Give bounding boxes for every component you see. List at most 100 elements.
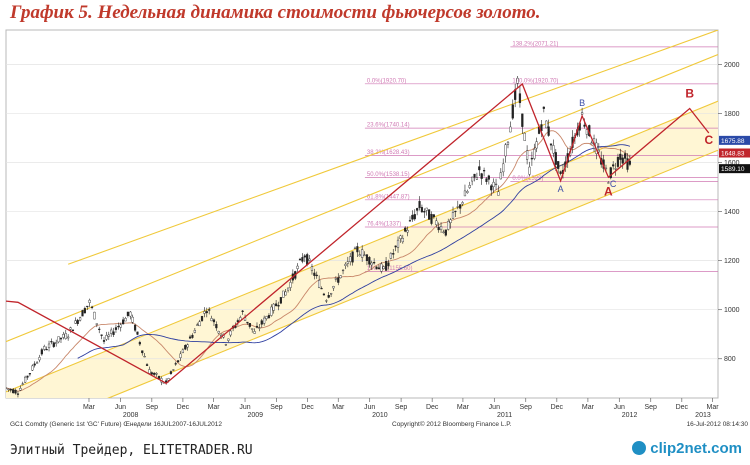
candle-body: [126, 311, 130, 317]
candle-body: [57, 336, 60, 343]
candle-body: [74, 320, 77, 324]
candle-body: [399, 235, 402, 239]
x-tick-label: Sep: [520, 404, 533, 411]
candle-body: [554, 152, 557, 165]
candle-body: [624, 153, 627, 159]
y-tick-label: 1200: [724, 258, 740, 265]
x-tick-label: Sep: [395, 404, 408, 411]
candle-body: [296, 265, 299, 269]
candle-body: [167, 378, 170, 381]
candle-body: [153, 372, 156, 375]
candle-body: [255, 325, 259, 328]
candle-body: [533, 148, 536, 159]
candle-body: [308, 258, 311, 261]
candle-body: [494, 183, 498, 186]
candle-body: [478, 166, 481, 171]
x-tick-label: Dec: [177, 404, 190, 411]
candle-body: [423, 211, 426, 213]
x-tick-label: Mar: [83, 404, 96, 411]
candle-body: [341, 269, 345, 272]
candle-body: [50, 341, 53, 343]
candle-body: [110, 329, 113, 334]
candle-body: [19, 388, 22, 391]
y-tick-label: 2000: [724, 62, 740, 69]
candle-body: [552, 145, 555, 154]
candle-body: [315, 274, 318, 277]
candle-body: [502, 163, 505, 173]
candle-body: [516, 77, 519, 84]
candle-body: [105, 335, 108, 340]
candle-body: [583, 124, 586, 127]
candle-body: [31, 365, 34, 371]
candle-body: [38, 357, 41, 361]
candle-body: [523, 132, 526, 141]
candle-body: [456, 206, 459, 208]
candle-body: [282, 290, 285, 298]
channel-line: [6, 54, 718, 343]
candle-body: [136, 331, 139, 335]
candle-body: [549, 143, 553, 146]
x-year-label: 2013: [695, 412, 711, 419]
candle-body: [471, 176, 474, 182]
candle-body: [547, 126, 550, 136]
x-tick-label: Jun: [239, 404, 250, 411]
y-tick-label: 1400: [724, 209, 740, 216]
candle-body: [487, 175, 490, 180]
candle-body: [26, 375, 29, 378]
channel-line: [107, 149, 718, 398]
candle-body: [518, 93, 522, 104]
candle-body: [545, 120, 548, 129]
x-year-label: 2011: [497, 412, 512, 419]
candle-body: [557, 161, 560, 169]
candle-body: [150, 372, 153, 375]
y-axis: 800 1000 1200 1400 1600 1800 2000: [718, 62, 740, 363]
candle-body: [358, 254, 361, 257]
candle-body: [318, 280, 321, 288]
candle-body: [439, 225, 443, 230]
x-tick-label: Mar: [707, 404, 720, 411]
candle-body: [208, 309, 211, 311]
candle-body: [133, 324, 137, 331]
candle-body: [387, 262, 390, 267]
fib-label: 138.2%(2071.21): [512, 41, 558, 47]
wave-zigzag-line: [6, 82, 710, 385]
candle-body: [196, 324, 199, 326]
fib-label: 0.0%(1920.70): [367, 78, 406, 84]
candle-body: [612, 164, 615, 167]
candle-body: [69, 327, 72, 330]
candle-body: [332, 286, 335, 289]
candle-body: [71, 329, 75, 332]
candle-body: [172, 369, 175, 371]
candle-body: [499, 172, 502, 180]
y-tick-label: 1800: [724, 111, 740, 118]
candle-body: [382, 266, 385, 270]
candle-body: [370, 262, 373, 266]
candle-body: [320, 287, 323, 290]
candle-body: [413, 214, 416, 220]
x-tick-label: Mar: [208, 404, 221, 411]
candle-body: [346, 261, 349, 264]
candle-body: [263, 317, 266, 324]
candle-body: [344, 263, 347, 266]
candle-body: [404, 227, 407, 232]
candle-body: [217, 331, 220, 334]
price-tag-label: 1589.10: [721, 166, 745, 173]
candle-body: [361, 249, 364, 258]
candle-body: [461, 202, 464, 205]
candle-body: [351, 251, 354, 263]
candle-body: [377, 267, 381, 270]
candle-body: [112, 331, 115, 335]
candle-body: [480, 173, 483, 179]
candle-body: [506, 141, 510, 145]
candle-body: [95, 323, 98, 325]
price-tag-box: [719, 164, 750, 174]
x-year-label: 2008: [123, 412, 139, 419]
candle-body: [241, 310, 244, 312]
wave-zigzag: [6, 82, 710, 385]
candle-body: [227, 338, 230, 341]
candle-body: [90, 306, 94, 308]
candle-body: [447, 221, 450, 230]
candle-body: [129, 311, 132, 317]
candle-body: [425, 207, 428, 211]
timestamp-text: 16-Jul-2012 08:14:30: [687, 421, 749, 428]
